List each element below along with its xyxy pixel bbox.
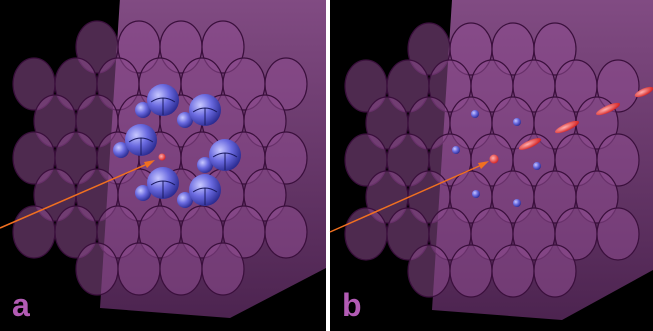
small-sphere: [177, 192, 193, 208]
sphere-seam: [192, 187, 218, 205]
cylinder-end: [201, 242, 245, 296]
cylinder-end: [243, 94, 287, 148]
cylinder-end: [159, 242, 203, 296]
red-ellipsoid: [518, 138, 542, 150]
arrow-head: [478, 161, 489, 169]
small-sphere: [135, 185, 151, 201]
panel-label: b: [342, 287, 362, 323]
arrow: [0, 161, 153, 229]
cylinder-end: [596, 133, 640, 187]
cylinder-end: [533, 22, 577, 76]
cylinder-end: [75, 242, 119, 296]
sphere-seam: [150, 97, 176, 115]
small-sphere: [135, 102, 151, 118]
small-sphere: [513, 118, 521, 126]
cylinder-end: [243, 168, 287, 222]
red-dot: [158, 153, 166, 161]
cylinder-end: [491, 244, 535, 298]
red-ellipsoid: [596, 102, 620, 116]
cylinder-end: [264, 205, 308, 259]
panel-label: a: [12, 287, 30, 323]
panel-b: [329, 0, 653, 320]
cylinder-end: [117, 242, 161, 296]
sphere-seam: [192, 107, 218, 125]
panel-a: [0, 0, 326, 318]
small-sphere: [452, 146, 460, 154]
small-sphere: [533, 162, 541, 170]
arrow: [329, 162, 487, 233]
red-ellipsoid: [634, 86, 653, 98]
small-sphere: [113, 142, 129, 158]
red-dot: [489, 154, 499, 164]
arrow-head: [144, 160, 155, 168]
cylinder-end: [596, 207, 640, 261]
small-sphere: [197, 157, 213, 173]
cylinder-end: [201, 20, 245, 74]
sphere-seam: [212, 152, 238, 170]
cylinder-end: [407, 244, 451, 298]
cylinder-end: [596, 59, 640, 113]
cylinder-end: [533, 244, 577, 298]
small-sphere: [177, 112, 193, 128]
sphere-seam: [128, 137, 154, 155]
cylinder-end: [264, 57, 308, 111]
sphere-seam: [150, 180, 176, 198]
small-sphere: [472, 190, 480, 198]
cylinder-end: [264, 131, 308, 185]
cylinder-end: [449, 244, 493, 298]
red-ellipsoid: [555, 120, 579, 134]
cylinder-end: [575, 170, 619, 224]
small-sphere: [471, 110, 479, 118]
small-sphere: [513, 199, 521, 207]
